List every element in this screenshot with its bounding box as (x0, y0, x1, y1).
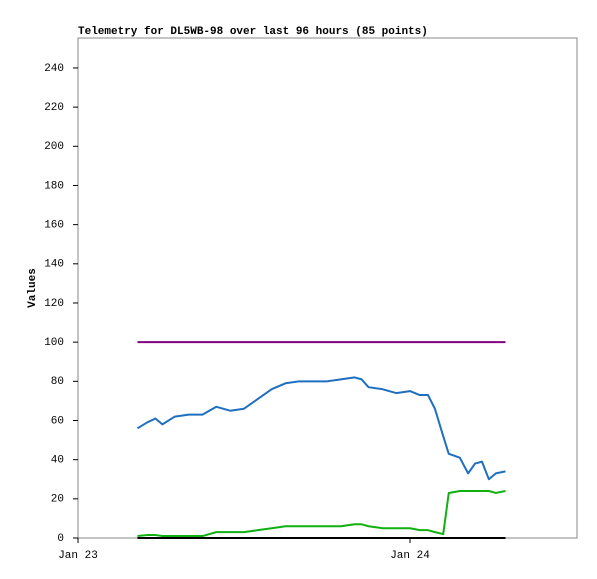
y-tick-label: 80 (51, 376, 64, 388)
y-tick-label: 220 (44, 102, 64, 114)
x-tick-label: Jan 23 (58, 550, 98, 562)
chart-title: Telemetry for DL5WB-98 over last 96 hour… (78, 26, 428, 38)
y-tick-label: 0 (57, 533, 64, 545)
y-tick-label: 140 (44, 259, 64, 271)
y-tick-label: 160 (44, 220, 64, 232)
y-tick-label: 40 (51, 455, 64, 467)
y-tick-label: 200 (44, 141, 64, 153)
y-axis-label: Values (27, 268, 39, 308)
y-tick-label: 60 (51, 415, 64, 427)
y-tick-label: 240 (44, 63, 64, 75)
y-tick-label: 180 (44, 180, 64, 192)
x-tick-label: Jan 24 (390, 550, 430, 562)
series-line (137, 489, 506, 538)
y-tick-label: 20 (51, 494, 64, 506)
plot-area (77, 37, 578, 539)
y-tick-label: 100 (44, 337, 64, 349)
y-tick-label: 120 (44, 298, 64, 310)
series-line (136, 376, 506, 481)
